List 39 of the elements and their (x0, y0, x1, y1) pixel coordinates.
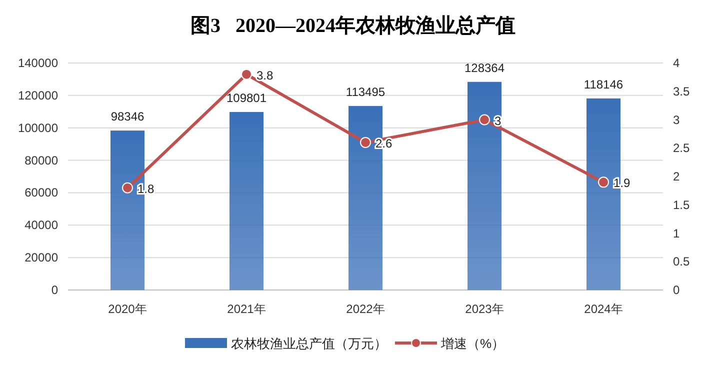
data-label: 98346 (110, 110, 145, 124)
bar (230, 112, 264, 290)
x-tick-label: 2021年 (227, 302, 266, 316)
x-tick-label: 2020年 (108, 302, 147, 316)
bar (468, 82, 502, 290)
x-tick-label: 2023年 (465, 302, 504, 316)
point (241, 68, 252, 80)
data-label: 3 (494, 114, 502, 128)
point (122, 182, 133, 194)
y-tick-label: 100000 (18, 120, 58, 135)
y-tick-label: 40000 (24, 218, 58, 232)
data-label: 109801 (226, 90, 267, 105)
chart-title: 图3 2020—2024年农林牧渔业总产值 (190, 14, 516, 37)
y-tick-label: 80000 (24, 153, 58, 168)
point (360, 136, 371, 148)
y-tick-label: 20000 (24, 250, 58, 265)
y2-tick-label: 1.5 (673, 198, 690, 212)
data-label: 113495 (346, 84, 386, 99)
y2-tick-label: 0 (673, 283, 680, 297)
point (598, 176, 609, 188)
y2-tick-label: 0.5 (673, 254, 690, 269)
x-tick-label: 2022年 (346, 302, 385, 316)
y2-tick-label: 2 (673, 170, 680, 184)
y2-tick-label: 4 (673, 56, 680, 70)
x-tick-label: 2024年 (584, 302, 623, 316)
y2-tick-label: 3 (673, 112, 680, 127)
data-label: 128364 (464, 60, 505, 75)
data-label: 3.8 (256, 68, 274, 82)
point (479, 114, 490, 126)
y2-tick-label: 3.5 (673, 84, 690, 98)
y2-tick-label: 2.5 (673, 141, 690, 156)
legend-label: 增速（%） (440, 336, 505, 351)
y-tick-label: 60000 (24, 186, 58, 200)
y2-tick-label: 1 (673, 226, 680, 240)
y-tick-label: 120000 (18, 88, 58, 102)
y-tick-label: 140000 (18, 56, 58, 70)
data-label: 118146 (584, 77, 624, 92)
y-tick-label: 0 (51, 283, 58, 297)
legend-label: 农林牧渔业总产值（万元） (231, 336, 387, 351)
